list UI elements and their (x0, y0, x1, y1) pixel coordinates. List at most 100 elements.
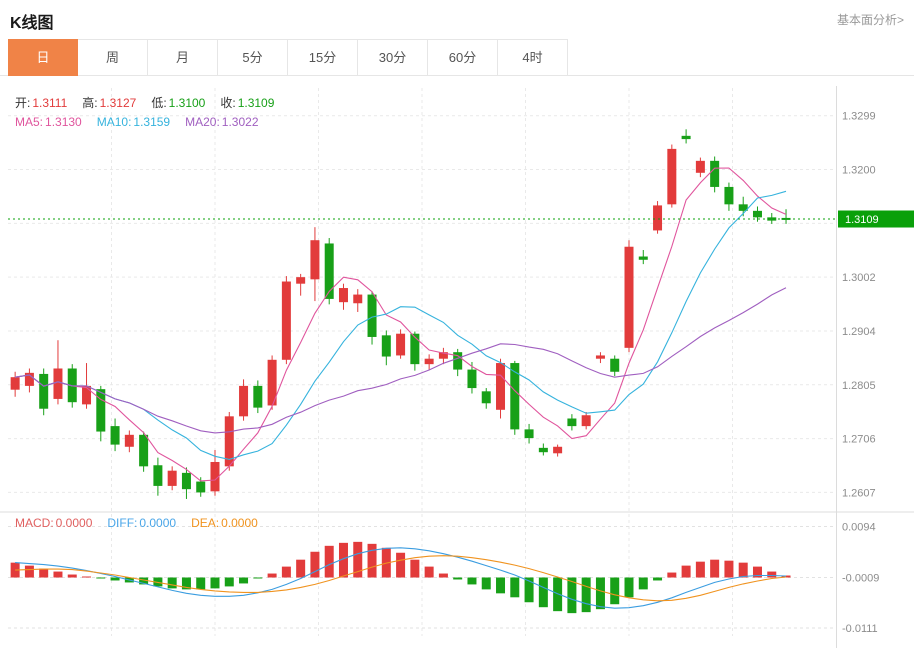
kline-chart[interactable]: 1.3299 1.3200 1.3002 1.2904 1.2805 1.2706 1.26… (0, 86, 914, 648)
macd-bar (96, 577, 106, 579)
candle-body (581, 415, 591, 427)
macd-axis-label: 0.0094 (842, 522, 876, 534)
macd-bar (267, 573, 277, 578)
macd-bar (167, 577, 177, 589)
macd-bar (210, 577, 220, 589)
macd-bar (110, 577, 120, 581)
tab-周[interactable]: 周 (78, 39, 148, 76)
macd-bar (253, 577, 263, 579)
macd-bar (724, 560, 734, 578)
y-axis-label: 1.2706 (842, 434, 876, 446)
macd-bar (82, 576, 92, 578)
header: K线图 基本面分析> (0, 0, 914, 39)
macd-bar (310, 551, 320, 578)
candle-body (139, 434, 149, 467)
macd-bar (653, 577, 663, 581)
tab-日[interactable]: 日 (8, 39, 78, 76)
candle-body (453, 352, 463, 370)
macd-bar (510, 577, 520, 598)
timeframe-tabs: 日周月 5分 15分 30分 60分 4时 (0, 39, 914, 76)
candle-body (224, 416, 234, 467)
macd-bar (595, 577, 605, 610)
macd-bar (667, 572, 677, 578)
tab-30分[interactable]: 30分 (358, 39, 428, 76)
candle-body (196, 481, 206, 493)
candle-body (167, 470, 177, 486)
candle-body (567, 418, 577, 427)
candle-body (438, 352, 448, 359)
macd-bar (538, 577, 548, 608)
tab-4时[interactable]: 4时 (498, 39, 568, 76)
macd-bar (139, 577, 149, 585)
candle-body (124, 434, 134, 447)
candle-body (210, 461, 220, 492)
axis-layer: 1.3299 1.3200 1.3002 1.2904 1.2805 1.2706 1.26… (0, 86, 914, 648)
candle-body (496, 363, 506, 410)
candle-body (82, 385, 92, 405)
candle-body (39, 373, 49, 409)
tab-60分[interactable]: 60分 (428, 39, 498, 76)
macd-bar (524, 577, 534, 603)
candle-body (481, 391, 491, 404)
current-price-badge (838, 210, 914, 228)
candle-body (381, 335, 391, 357)
candle-body (353, 294, 363, 304)
candle-body (53, 368, 63, 399)
candle-body (667, 148, 677, 205)
ma20-line (15, 287, 787, 434)
macd-bar (239, 577, 249, 584)
candle-body (396, 333, 406, 356)
candle-body (724, 186, 734, 205)
macd-bar (296, 559, 306, 578)
macd-bar (196, 577, 206, 590)
chart-area: 1.3299 1.3200 1.3002 1.2904 1.2805 1.2706 1.26… (0, 86, 914, 648)
macd-bar (338, 542, 348, 578)
y-axis-label: 1.2607 (842, 487, 876, 499)
candle-body (267, 359, 277, 406)
macd-bar (496, 577, 506, 594)
candle-body (24, 372, 34, 386)
macd-bar (638, 577, 648, 590)
tab-15分[interactable]: 15分 (288, 39, 358, 76)
macd-bar (781, 575, 791, 578)
candle-body (467, 369, 477, 389)
page-title: K线图 (10, 15, 54, 32)
macd-bar (453, 577, 463, 580)
candle-body (752, 210, 762, 218)
ma10-line (15, 190, 787, 460)
y-axis-label: 1.2904 (842, 326, 876, 338)
y-axis-label: 1.3200 (842, 165, 876, 177)
y-axis-label: 1.3299 (842, 111, 876, 123)
macd-bar (567, 577, 577, 614)
candle-body (10, 377, 20, 390)
macd-bar (581, 577, 591, 613)
fundamental-analysis-link[interactable]: 基本面分析> (836, 13, 904, 27)
candle-body (110, 426, 120, 445)
candle-body (510, 363, 520, 430)
macd-axis-label: -0.0009 (842, 573, 879, 585)
macd-axis-label: -0.0111 (842, 623, 878, 635)
candle-body (681, 135, 691, 140)
macd-bar (738, 562, 748, 578)
current-price-label: 1.3109 (845, 214, 879, 226)
tab-5分[interactable]: 5分 (218, 39, 288, 76)
candle-body (624, 246, 634, 348)
macd-bar (767, 571, 777, 578)
macd-bar (752, 566, 762, 578)
candle-body (738, 204, 748, 211)
candle-body (553, 446, 563, 454)
macd-bar (467, 577, 477, 585)
tab-月[interactable]: 月 (148, 39, 218, 76)
macd-bar (695, 561, 705, 578)
macd-bar (39, 568, 49, 578)
candle-body (296, 277, 306, 284)
macd-bar (324, 545, 334, 578)
candles-layer (10, 129, 791, 499)
candle-body (524, 429, 534, 439)
candle-body (96, 389, 106, 432)
macd-bar (710, 559, 720, 578)
macd-bar (224, 577, 234, 587)
candle-body (653, 205, 663, 231)
macd-bar (353, 541, 363, 578)
